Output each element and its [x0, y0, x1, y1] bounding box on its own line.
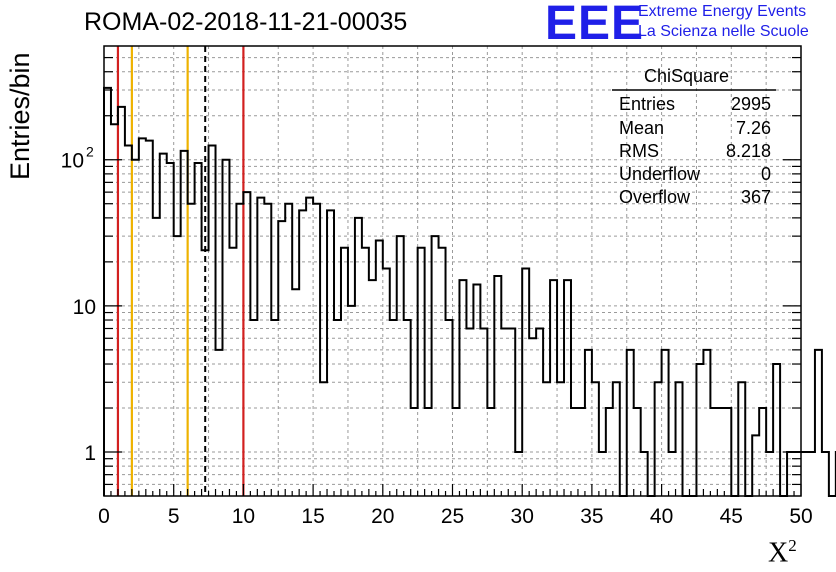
stat-key: Mean	[619, 118, 665, 138]
stat-key: RMS	[619, 141, 659, 161]
logo-line-1: Extreme Energy Events	[638, 3, 807, 20]
stat-value: 2995	[730, 94, 771, 114]
vertical-markers	[116, 46, 245, 496]
stat-key: Overflow	[619, 187, 691, 207]
x-axis-label: X2	[768, 536, 797, 569]
stat-value: 367	[740, 187, 771, 207]
y-axis-label: Entries/bin	[5, 52, 35, 180]
y-tick-label-exponent: 2	[86, 144, 94, 160]
x-tick-label: 25	[441, 505, 464, 528]
stat-value: 7.26	[735, 118, 771, 138]
x-tick-label: 5	[168, 505, 180, 528]
x-tick-label: 10	[232, 505, 255, 528]
y-tick-label: 10	[73, 296, 96, 319]
x-axis-ticks: 0 5 10 15 20 25 30 35 40 45 50	[98, 484, 813, 528]
x-tick-label: 20	[371, 505, 394, 528]
x-tick-label: 0	[98, 505, 110, 528]
stat-key: Underflow	[619, 164, 701, 184]
x-axis-label-text: X	[768, 537, 789, 569]
stat-value: 8.218	[725, 141, 771, 161]
x-tick-label: 50	[789, 505, 812, 528]
x-tick-label: 30	[511, 505, 534, 528]
x-tick-label: 35	[580, 505, 603, 528]
stats-box-title: ChiSquare	[644, 66, 730, 86]
x-tick-label: 45	[720, 505, 743, 528]
x-tick-label: 15	[301, 505, 324, 528]
y-tick-label: 10	[61, 150, 84, 173]
stat-value: 0	[760, 164, 771, 184]
y-tick-label: 1	[84, 442, 96, 465]
eee-logo: EEE	[545, 0, 645, 50]
logo-line-2: La Scienza nelle Scuole	[638, 23, 809, 40]
x-tick-label: 40	[650, 505, 673, 528]
stat-key: Entries	[619, 94, 676, 114]
chart-title: ROMA-02-2018-11-21-00035	[84, 8, 408, 36]
x-axis-label-superscript: 2	[788, 536, 797, 555]
